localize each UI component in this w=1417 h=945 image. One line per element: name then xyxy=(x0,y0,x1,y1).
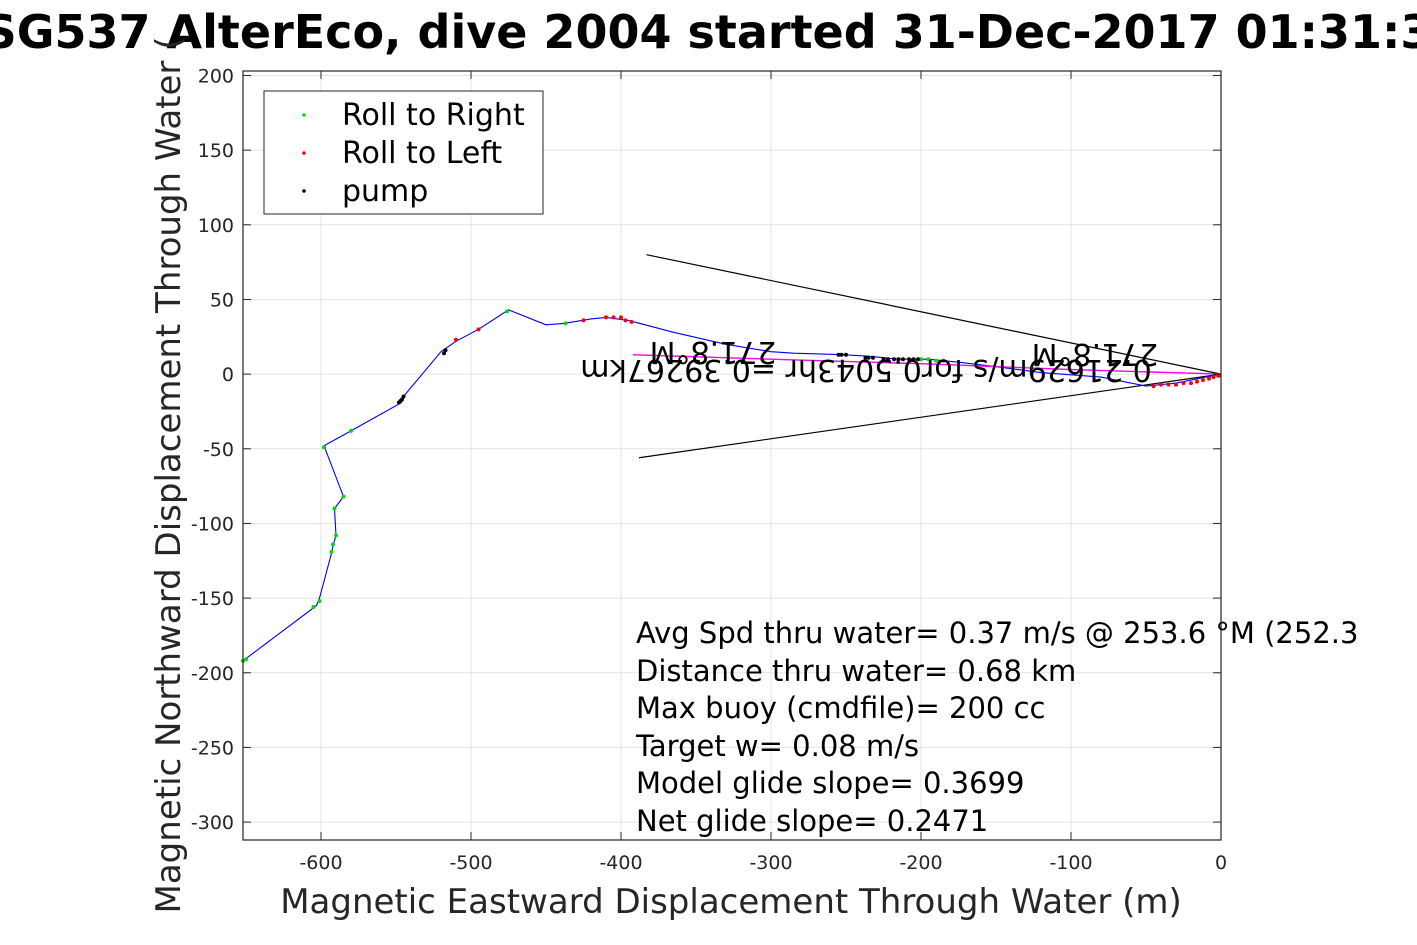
roll-to-right-point xyxy=(926,357,931,362)
legend-box xyxy=(263,90,544,215)
pump-point xyxy=(901,357,905,362)
cone-line xyxy=(638,373,1222,459)
roll-to-left-point xyxy=(1211,375,1216,380)
pump-point xyxy=(398,398,403,403)
y-axis-label: Magnetic Northward Displacement Through … xyxy=(149,37,189,914)
pump-point xyxy=(892,357,896,362)
chart-title: SG537 AlterEco, dive 2004 started 31-Dec… xyxy=(0,5,1417,59)
roll-to-left-point xyxy=(629,319,634,324)
roll-to-right-point xyxy=(317,599,322,604)
legend-marker-roll-right xyxy=(302,113,306,117)
roll-to-left-point xyxy=(623,318,628,323)
x-tick-label: -600 xyxy=(299,852,342,874)
pump-point xyxy=(844,352,848,357)
roll-to-left-point xyxy=(1195,379,1199,384)
y-tick-label: 200 xyxy=(198,65,234,87)
annotation-model-glide: Model glide slope= 0.3699 xyxy=(636,766,1024,800)
roll-to-left-point xyxy=(1201,378,1205,383)
roll-to-right-point xyxy=(934,358,938,363)
roll-to-right-point xyxy=(322,445,326,450)
roll-to-left-point xyxy=(1207,376,1211,381)
roll-to-left-point xyxy=(1181,381,1186,386)
legend: Roll to Right Roll to Left pump xyxy=(263,90,544,215)
x-tick-label: -300 xyxy=(749,852,792,874)
pump-point xyxy=(863,355,868,360)
pump-point xyxy=(916,357,920,362)
roll-to-right-point xyxy=(329,549,334,554)
roll-to-left-point xyxy=(476,327,481,332)
roll-to-left-point xyxy=(581,318,586,323)
y-tick-label: -250 xyxy=(191,737,234,759)
pump-point xyxy=(871,355,875,360)
roll-to-right-point xyxy=(244,657,248,662)
roll-to-left-point xyxy=(454,337,458,342)
roll-to-right-point xyxy=(332,506,337,511)
roll-to-left-point xyxy=(611,315,616,320)
x-tick-label: 0 xyxy=(1215,852,1227,874)
stats-annotation: Avg Spd thru water= 0.37 m/s @ 253.6 °M … xyxy=(635,616,1358,838)
roll-to-right-point xyxy=(341,494,346,499)
pump-point xyxy=(839,352,844,357)
pump-point xyxy=(443,348,448,353)
x-tick-label: -100 xyxy=(1049,852,1092,874)
pump-point xyxy=(881,357,886,362)
pump-point xyxy=(866,355,871,360)
y-tick-label: -100 xyxy=(191,513,234,535)
annotation-net-glide: Net glide slope= 0.2471 xyxy=(636,804,988,838)
pump-point xyxy=(442,351,446,356)
y-tick-label: 50 xyxy=(210,289,234,311)
series-layer xyxy=(241,254,1222,663)
legend-marker-roll-left xyxy=(302,151,306,155)
roll-to-right-point xyxy=(919,357,923,362)
x-tick-label: -400 xyxy=(599,852,642,874)
y-tick-label: -150 xyxy=(191,588,234,610)
pump-point xyxy=(836,352,841,357)
roll-to-left-point xyxy=(1189,381,1193,386)
y-tick-label: -200 xyxy=(191,663,234,685)
cone-line xyxy=(646,254,1222,375)
pump-point xyxy=(401,394,406,399)
annotation-max-buoy: Max buoy (cmdfile)= 200 cc xyxy=(636,691,1045,725)
current-line xyxy=(632,354,1222,375)
roll-to-right-point xyxy=(941,358,946,363)
roll-to-right-point xyxy=(334,533,338,538)
roll-to-right-point xyxy=(311,605,316,610)
roll-to-left-point xyxy=(1151,384,1156,389)
roll-to-right-point xyxy=(505,309,509,314)
pump-point xyxy=(907,357,911,362)
legend-label-pump: pump xyxy=(342,174,428,209)
y-tick-label: -50 xyxy=(203,439,234,461)
pump-point xyxy=(911,357,916,362)
pump-point xyxy=(896,357,901,362)
legend-marker-pump xyxy=(302,189,306,193)
annotation-distance: Distance thru water= 0.68 km xyxy=(636,654,1076,688)
plot-frame xyxy=(242,70,1222,841)
roll-to-right-point xyxy=(331,542,335,547)
current-speed-label: 0.21629m/s for0.5043hr =0.39267km xyxy=(580,352,1151,387)
roll-to-right-point xyxy=(349,428,353,433)
heading-label-near: 271.8°M xyxy=(1032,336,1159,371)
roll-to-right-point xyxy=(563,321,568,326)
y-tick-label: 150 xyxy=(198,140,234,162)
axis-ticks: -600 -500 -400 -300 -200 -100 0 200 150 100 50 0 -50… xyxy=(191,65,1227,874)
annotation-avg-speed: Avg Spd thru water= 0.37 m/s @ 253.6 °M … xyxy=(636,616,1358,650)
annotation-target-w: Target w= 0.08 m/s xyxy=(635,729,919,763)
roll-to-left-point xyxy=(604,315,608,320)
y-tick-label: 0 xyxy=(222,364,234,386)
y-tick-label: 100 xyxy=(198,215,234,237)
x-tick-label: -200 xyxy=(899,852,942,874)
roll-to-left-point xyxy=(1166,382,1171,387)
legend-label-roll-right: Roll to Right xyxy=(342,98,525,133)
x-axis-label: Magnetic Eastward Displacement Through W… xyxy=(280,882,1182,922)
y-tick-label: -300 xyxy=(191,812,234,834)
heading-label-far: 271.8°M xyxy=(650,334,777,369)
pump-point xyxy=(886,357,890,362)
roll-to-left-point xyxy=(619,315,623,320)
x-tick-label: -500 xyxy=(449,852,492,874)
roll-to-left-point xyxy=(1159,382,1163,387)
roll-to-left-point xyxy=(1174,382,1178,387)
legend-label-roll-left: Roll to Left xyxy=(342,136,502,171)
